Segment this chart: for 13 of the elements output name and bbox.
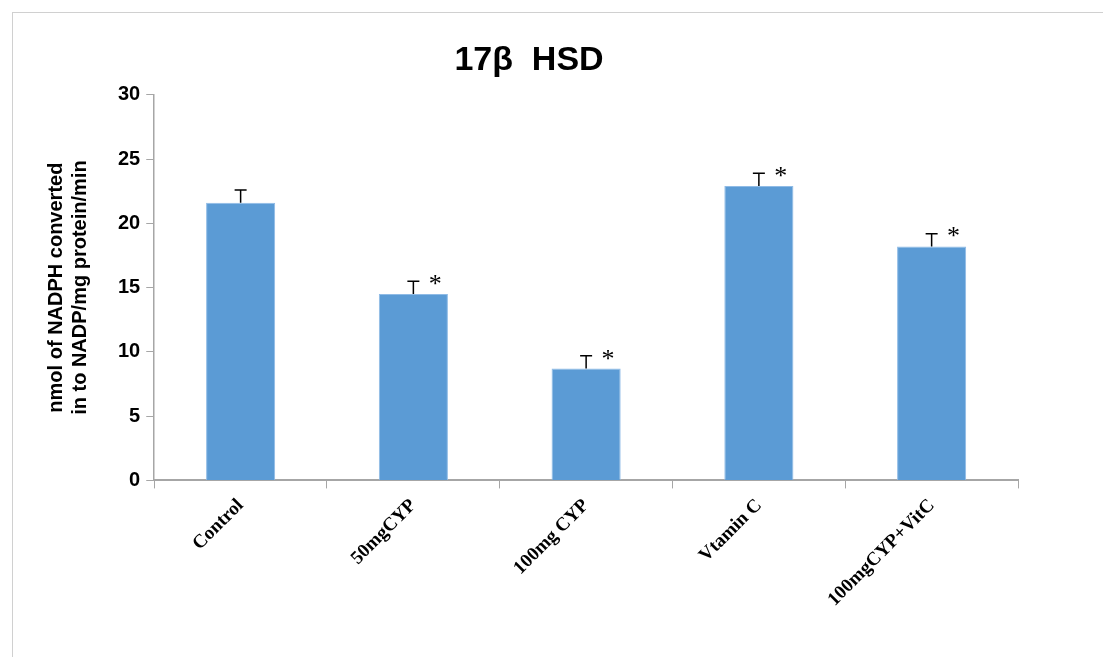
y-tick-label: 30 (118, 82, 141, 105)
y-tick-label: 5 (129, 403, 141, 426)
annotation: * (947, 221, 961, 251)
y-tick-label: 0 (129, 467, 141, 490)
chart-title: 17β HSD (454, 38, 604, 77)
y-tick-label: 20 (118, 210, 141, 233)
annotation: * (428, 269, 442, 299)
annotation: * (601, 343, 615, 373)
annotation: * (774, 161, 788, 191)
y-axis-title: nmol of NADPH converted in to NADP/mg protein/min (43, 160, 90, 415)
y-tick-label: 25 (118, 146, 141, 169)
y-tick-label: 15 (118, 275, 141, 298)
y-tick-label: 10 (118, 339, 141, 362)
